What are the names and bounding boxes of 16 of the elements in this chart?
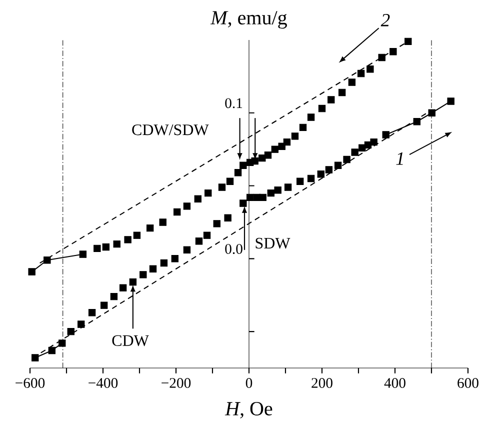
x-tick-label: 600 (458, 378, 478, 388)
series-label: 2 (380, 14, 390, 26)
x-axis-title: H, Oe (224, 402, 272, 418)
x-tick-label: −200 (162, 378, 191, 388)
annotation: SDW (256, 238, 290, 249)
x-tick-label: 200 (312, 378, 332, 388)
y-axis-title: M, emu/g (210, 11, 287, 29)
y-tick-label: 0.1 (225, 98, 242, 108)
x-tick-label: −600 (16, 378, 45, 388)
x-tick-label: 400 (384, 378, 406, 388)
y-tick-label: 0.0 (225, 244, 242, 254)
series-label: 1 (396, 152, 403, 165)
x-tick-label: −400 (88, 378, 118, 388)
annotation: CDW/SDW (132, 124, 209, 136)
annotation: CDW (112, 335, 149, 346)
x-tick-label: 0 (246, 378, 252, 388)
